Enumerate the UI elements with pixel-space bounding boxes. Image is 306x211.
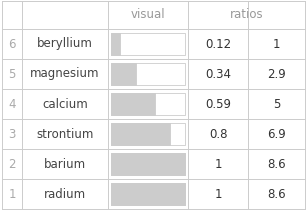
Text: 6: 6	[8, 38, 16, 50]
Text: magnesium: magnesium	[30, 68, 100, 81]
Bar	[111, 153, 185, 175]
Text: 0.8: 0.8	[209, 127, 227, 141]
Text: 3: 3	[8, 127, 16, 141]
Bar	[111, 33, 120, 55]
Bar	[111, 63, 185, 85]
Text: 8.6: 8.6	[267, 188, 286, 200]
Text: 2.9: 2.9	[267, 68, 286, 81]
Text: 4: 4	[8, 97, 16, 111]
Text: radium: radium	[44, 188, 86, 200]
Text: 1: 1	[8, 188, 16, 200]
Text: 1: 1	[214, 157, 222, 170]
Text: 6.9: 6.9	[267, 127, 286, 141]
Text: ratios: ratios	[230, 8, 263, 22]
Text: 1: 1	[273, 38, 280, 50]
Text: 8.6: 8.6	[267, 157, 286, 170]
Text: visual: visual	[131, 8, 165, 22]
Bar	[111, 33, 185, 55]
Bar	[111, 153, 185, 175]
Bar	[111, 63, 136, 85]
Text: 0.12: 0.12	[205, 38, 231, 50]
Text: 5: 5	[8, 68, 16, 81]
Text: 2: 2	[8, 157, 16, 170]
Bar	[111, 123, 185, 145]
Text: barium: barium	[44, 157, 86, 170]
Text: strontium: strontium	[36, 127, 94, 141]
Text: 0.34: 0.34	[205, 68, 231, 81]
Bar	[111, 183, 185, 205]
Text: calcium: calcium	[42, 97, 88, 111]
Text: 0.59: 0.59	[205, 97, 231, 111]
Bar	[111, 183, 185, 205]
Bar	[111, 123, 170, 145]
Bar	[111, 93, 185, 115]
Text: beryllium: beryllium	[37, 38, 93, 50]
Text: 5: 5	[273, 97, 280, 111]
Text: 1: 1	[214, 188, 222, 200]
Bar	[111, 93, 155, 115]
